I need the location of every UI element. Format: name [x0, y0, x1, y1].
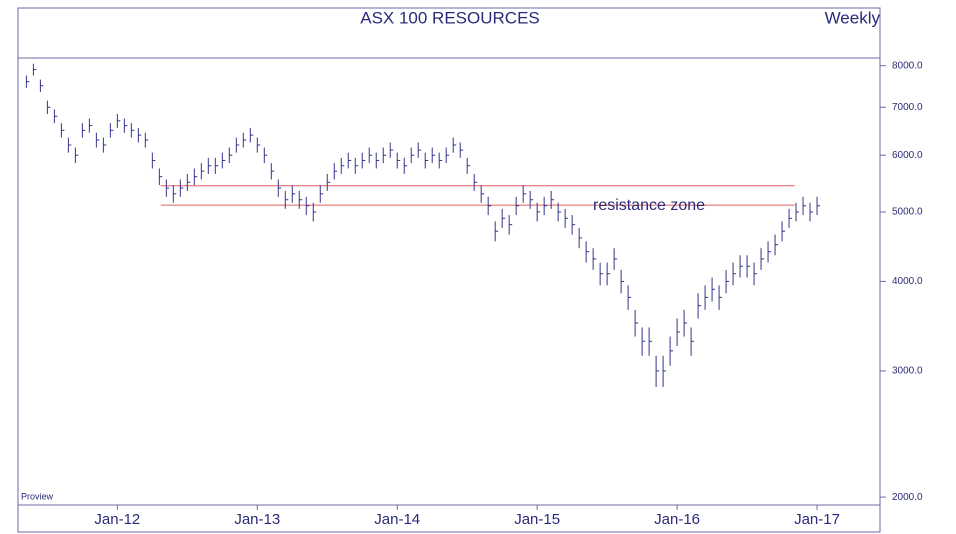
watermark: Proview: [21, 491, 54, 501]
x-tick-label: Jan-12: [94, 511, 140, 528]
annotation: resistance zone: [593, 197, 705, 214]
frame: [17, 7, 881, 533]
chart-subtitle: Weekly: [825, 8, 881, 27]
y-tick-label: 3000.0: [892, 366, 923, 377]
x-tick-label: Jan-17: [794, 511, 840, 528]
x-tick-label: Jan-14: [374, 511, 420, 528]
y-tick-label: 5000.0: [892, 207, 923, 218]
x-tick-label: Jan-13: [234, 511, 280, 528]
x-tick-label: Jan-15: [514, 511, 560, 528]
y-tick-label: 8000.0: [892, 60, 923, 71]
x-tick-label: Jan-16: [654, 511, 700, 528]
y-tick-label: 2000.0: [892, 492, 923, 503]
y-tick-label: 4000.0: [892, 276, 923, 287]
y-tick-label: 7000.0: [892, 102, 923, 113]
chart-title: ASX 100 RESOURCES: [360, 8, 540, 27]
y-tick-label: 6000.0: [892, 150, 923, 161]
